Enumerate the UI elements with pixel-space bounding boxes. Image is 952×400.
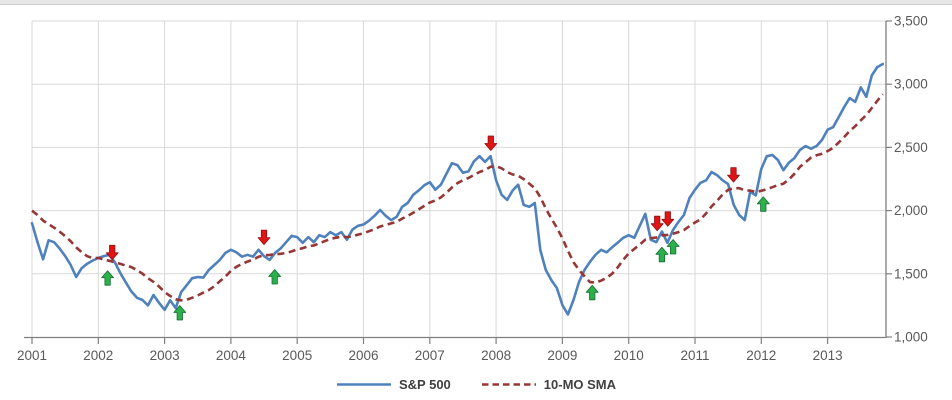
legend-label-sma: 10-MO SMA (543, 376, 617, 392)
x-axis-tick-label: 2002 (83, 348, 113, 363)
y-axis-tick-label: 2,500 (894, 140, 928, 155)
buy-signal-arrow-icon (666, 239, 680, 255)
sell-signal-arrow-icon (484, 135, 498, 151)
x-axis-tick-label: 2001 (17, 348, 47, 363)
x-axis-tick-label: 2003 (150, 348, 180, 363)
sell-signal-arrow-icon (650, 215, 664, 232)
x-axis-tick-label: 2008 (481, 348, 511, 363)
buy-signal-arrow-icon (268, 269, 282, 285)
x-axis-tick-label: 2013 (813, 348, 843, 363)
x-axis-tick-label: 2005 (282, 348, 312, 363)
x-axis-tick-label: 2007 (415, 348, 445, 363)
legend-label-sp500: S&P 500 (398, 376, 451, 392)
buy-signal-arrow-icon (101, 270, 114, 286)
sma-dashed-line (31, 93, 884, 302)
x-axis-tick-label: 2006 (348, 348, 378, 363)
sell-signal-arrow-icon (727, 167, 740, 183)
buy-signal-arrow-icon (756, 196, 770, 212)
x-axis-tick-label: 2011 (680, 348, 709, 363)
legend-item-sma: 10-MO SMA (481, 377, 616, 392)
x-axis-tick-label: 2010 (614, 348, 644, 363)
buy-signal-arrow-icon (173, 305, 187, 321)
buy-signal-arrow-icon (655, 246, 669, 263)
y-axis-tick-label: 2,000 (894, 203, 928, 218)
x-axis-tick-label: 2009 (547, 348, 577, 363)
y-axis-tick-label: 1,500 (894, 266, 928, 281)
y-axis-tick-label: 1,000 (894, 330, 928, 345)
x-axis-tick-label: 2012 (746, 348, 776, 363)
sma-dashed-line-swatch (481, 382, 536, 386)
buy-signal-arrow-icon (585, 284, 599, 301)
legend-item-sp500: S&P 500 (336, 377, 451, 392)
plot-svg: 2001 2002 2003 2004 2005 2006 2007 2008 2009 2010… (17, 14, 928, 364)
chart-legend: S&P 500 10-MO SMA (0, 371, 952, 397)
sp500-line (30, 62, 885, 316)
sp500-line-swatch (336, 382, 391, 386)
x-axis-tick-label: 2004 (216, 348, 247, 363)
sell-signal-arrow-icon (257, 229, 271, 245)
y-axis-tick-label: 3,500 (894, 14, 928, 29)
sell-signal-arrow-icon (661, 211, 675, 227)
y-axis-tick-label: 3,000 (894, 77, 928, 92)
sell-signal-arrow-icon (105, 244, 119, 261)
window-top-edge (0, 0, 952, 5)
